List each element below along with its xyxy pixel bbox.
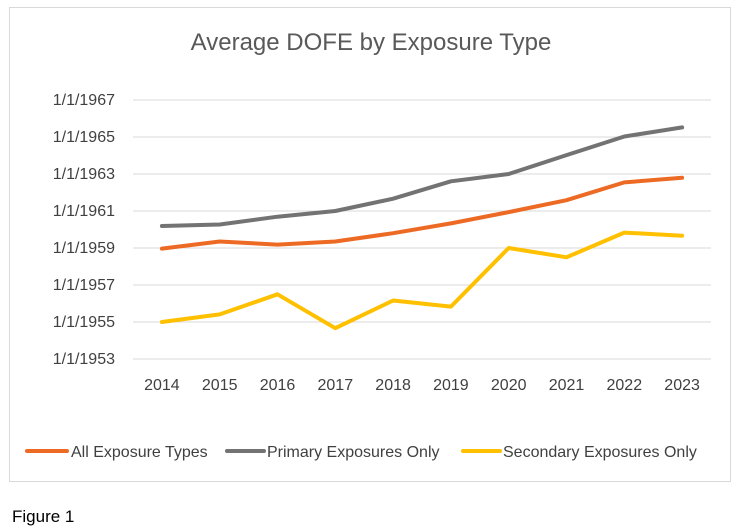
series-line-secondary-exposures-only	[159, 230, 685, 331]
figure-caption: Figure 1	[12, 507, 75, 526]
x-tick-label: 2016	[260, 377, 296, 394]
series-line-primary-exposures-only	[159, 125, 685, 228]
legend-label: All Exposure Types	[71, 444, 208, 461]
y-tick-label: 1/1/1955	[53, 314, 115, 331]
x-tick-label: 2022	[607, 377, 643, 394]
series-lines	[159, 125, 685, 331]
legend: All Exposure Types Primary Exposures Only…	[25, 444, 697, 461]
series-line-all-exposure-types	[159, 175, 685, 251]
y-tick-label: 1/1/1959	[53, 240, 115, 257]
y-tick-label: 1/1/1963	[53, 166, 115, 183]
legend-label: Secondary Exposures Only	[503, 444, 697, 461]
y-tick-label: 1/1/1967	[53, 92, 115, 109]
x-tick-label: 2021	[549, 377, 585, 394]
y-tick-label: 1/1/1961	[53, 203, 115, 220]
chart-frame: Average DOFE by Exposure Type 1/1/1953 1/…	[9, 7, 731, 482]
grid-lines	[133, 99, 711, 360]
x-tick-label: 2020	[491, 377, 527, 394]
y-tick-label: 1/1/1965	[53, 129, 115, 146]
x-tick-label: 2019	[433, 377, 469, 394]
legend-label: Primary Exposures Only	[267, 444, 440, 461]
y-axis-tick-labels: 1/1/1953 1/1/1955 1/1/1957 1/1/1959 1/1/1961…	[53, 92, 115, 368]
x-tick-label: 2017	[318, 377, 354, 394]
y-tick-label: 1/1/1953	[53, 351, 115, 368]
x-tick-label: 2018	[375, 377, 411, 394]
x-tick-label: 2023	[664, 377, 700, 394]
chart-title: Average DOFE by Exposure Type	[191, 29, 552, 56]
line-chart: Average DOFE by Exposure Type 1/1/19531/…	[25, 29, 711, 461]
x-tick-label: 2015	[202, 377, 238, 394]
y-tick-label: 1/1/1957	[53, 277, 115, 294]
x-axis-tick-labels: 2014 2015 2016 2017 2018 2019 2020 2021 2022 2023	[144, 377, 700, 394]
x-tick-label: 2014	[144, 377, 180, 394]
